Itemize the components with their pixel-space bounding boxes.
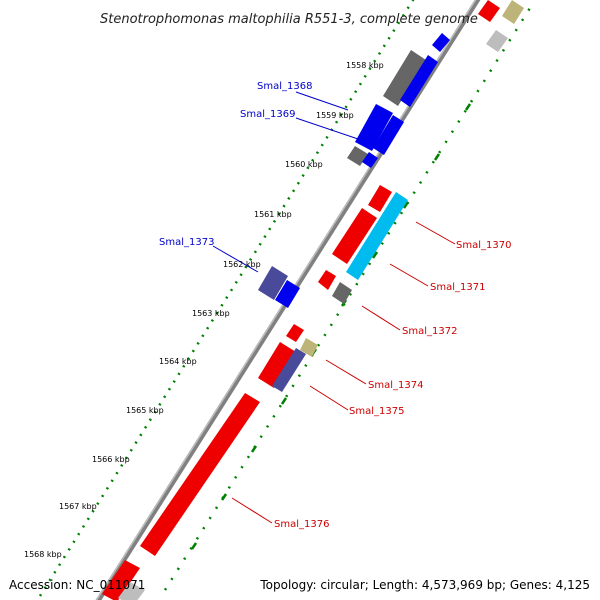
gene-label-smal-1373[interactable]: Smal_1373 (159, 237, 214, 248)
gene-gray-bottom (118, 582, 145, 600)
gene-label-smal-1370[interactable]: Smal_1370 (456, 240, 511, 251)
gene-blue-1368 (400, 55, 438, 107)
topology-text: Topology: circular; Length: 4,573,969 bp… (260, 578, 590, 592)
gene-red-1370a (368, 185, 392, 212)
gene-gray-1372 (332, 282, 352, 304)
tick-labels: 1558 kbp 1559 kbp 1560 kbp 1561 kbp 1562… (24, 61, 384, 559)
tick-label: 1565 kbp (126, 406, 164, 415)
tick-label: 1558 kbp (346, 61, 384, 70)
tick-label: 1562 kbp (223, 260, 261, 269)
gene-purple-1373 (258, 266, 288, 300)
gene-red-bottom (102, 560, 140, 600)
page-title: Stenotrophomonas maltophilia R551-3, com… (100, 12, 478, 27)
gene-khaki-top-right (502, 0, 524, 24)
gene-red-1374b (258, 342, 296, 388)
gene-label-smal-1374[interactable]: Smal_1374 (368, 380, 423, 391)
tick-label: 1566 kbp (92, 455, 130, 464)
tick-label: 1568 kbp (24, 550, 62, 559)
tick-label: 1561 kbp (254, 210, 292, 219)
reverse-strand-genes (102, 33, 450, 600)
gene-label-smal-1369[interactable]: Smal_1369 (240, 109, 295, 120)
gene-label-smal-1371[interactable]: Smal_1371 (430, 282, 485, 293)
gene-purple-1375 (272, 348, 306, 392)
gene-label-smal-1375[interactable]: Smal_1375 (349, 406, 404, 417)
gene-cyan-1371 (346, 192, 408, 280)
gene-blue-small-top (432, 33, 450, 52)
gene-red-1370b (332, 208, 377, 264)
tick-label: 1564 kbp (159, 357, 197, 366)
leader-lines (212, 91, 456, 524)
gene-label-smal-1368[interactable]: Smal_1368 (257, 81, 312, 92)
tick-label: 1563 kbp (192, 309, 230, 318)
gene-blue-1373 (275, 280, 300, 308)
gene-labels: Smal_1368 Smal_1369 Smal_1373 Smal_1370 … (159, 81, 511, 530)
tick-label: 1559 kbp (316, 111, 354, 120)
gene-red-1376 (140, 393, 260, 556)
gene-blue-small-1369 (362, 152, 378, 168)
accession-text: Accession: NC_011071 (9, 578, 146, 592)
tick-label: 1567 kbp (59, 502, 97, 511)
gene-gray-top (383, 50, 426, 106)
gene-red-1374a (286, 324, 304, 342)
gene-red-1372a (318, 270, 336, 290)
forward-strand-genes (118, 0, 524, 600)
gene-label-smal-1376[interactable]: Smal_1376 (274, 519, 329, 530)
gene-red-top-right (478, 0, 500, 22)
inner-dotted-track (163, 7, 532, 591)
gene-khaki-1374 (300, 338, 318, 357)
gene-blue-1369b (373, 115, 404, 155)
outer-dotted-track (38, 0, 415, 597)
gene-gray-top-right (486, 30, 508, 52)
tick-label: 1560 kbp (285, 160, 323, 169)
gene-blue-1369a (355, 104, 393, 151)
gene-label-smal-1372[interactable]: Smal_1372 (402, 326, 457, 337)
